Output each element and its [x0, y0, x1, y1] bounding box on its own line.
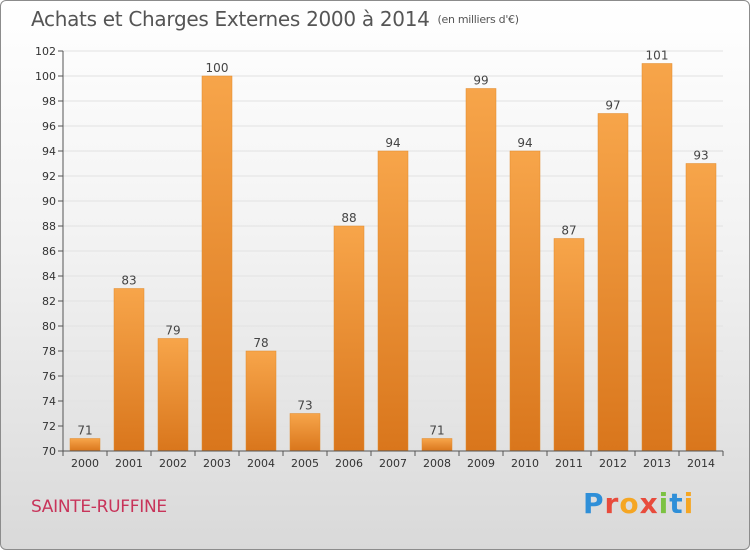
bars: 71 83 79 100 78 73 88 94 71 99 94 87 97 101 93: [69, 49, 717, 452]
y-tick-label: 70: [42, 445, 56, 458]
logo-letter: P: [583, 487, 605, 520]
x-tick-label: 2003: [203, 457, 231, 470]
title-text: Achats et Charges Externes 2000 à 2014: [31, 7, 430, 31]
bar: [245, 350, 277, 452]
y-tick-label: 84: [42, 270, 56, 283]
logo-letter: i: [658, 487, 670, 520]
y-tick-label: 82: [42, 295, 56, 308]
data-label: 71: [429, 424, 444, 438]
axes: 70 72 74 76 78 80 82 84 86 88 90 92 94 96 98 100 102 2000…: [35, 45, 724, 470]
title-unit: (en milliers d'€): [437, 13, 519, 26]
bar: [333, 225, 365, 452]
data-label: 78: [253, 336, 268, 350]
y-tick-label: 78: [42, 345, 56, 358]
chart-title: Achats et Charges Externes 2000 à 2014 (e…: [31, 7, 519, 31]
bar: [465, 88, 497, 452]
logo-letter: t: [669, 487, 684, 520]
y-tick-label: 102: [35, 45, 56, 58]
y-tick-label: 100: [35, 70, 56, 83]
x-tick-label: 2001: [115, 457, 143, 470]
bar: [597, 113, 629, 452]
x-tick-label: 2000: [71, 457, 99, 470]
y-tick-label: 90: [42, 195, 56, 208]
logo-letter: i: [683, 487, 695, 520]
logo-letter: x: [639, 487, 659, 520]
x-tick-label: 2002: [159, 457, 187, 470]
bar: [421, 438, 453, 452]
data-label: 83: [121, 274, 136, 288]
bar: [553, 238, 585, 452]
bar: [685, 163, 717, 452]
data-label: 79: [165, 324, 180, 338]
logo-letter: r: [604, 487, 620, 520]
logo-letter: o: [619, 487, 640, 520]
x-tick-label: 2008: [423, 457, 451, 470]
y-tick-label: 98: [42, 95, 56, 108]
data-label: 100: [206, 61, 229, 75]
bar: [69, 438, 101, 452]
bar: [157, 338, 189, 452]
y-tick-label: 92: [42, 170, 56, 183]
data-label: 71: [77, 424, 92, 438]
x-tick-label: 2005: [291, 457, 319, 470]
y-tick-label: 72: [42, 420, 56, 433]
data-label: 93: [693, 149, 708, 163]
data-label: 73: [297, 399, 312, 413]
x-tick-label: 2012: [599, 457, 627, 470]
bar: [641, 63, 673, 452]
x-tick-label: 2010: [511, 457, 539, 470]
y-tick-label: 88: [42, 220, 56, 233]
bar: [201, 75, 233, 452]
data-label: 94: [517, 136, 532, 150]
x-tick-label: 2004: [247, 457, 275, 470]
commune-name: SAINTE-RUFFINE: [31, 497, 167, 517]
x-tick-label: 2007: [379, 457, 407, 470]
bar: [113, 288, 145, 452]
y-tick-label: 96: [42, 120, 56, 133]
data-label: 87: [561, 224, 576, 238]
y-tick-label: 74: [42, 395, 56, 408]
y-tick-label: 80: [42, 320, 56, 333]
proxiti-logo: Proxiti: [583, 487, 694, 520]
data-label: 94: [385, 136, 400, 150]
x-tick-label: 2009: [467, 457, 495, 470]
data-label: 101: [646, 49, 669, 63]
bar: [377, 150, 409, 452]
data-label: 88: [341, 211, 356, 225]
y-tick-label: 76: [42, 370, 56, 383]
x-tick-label: 2006: [335, 457, 363, 470]
y-tick-label: 94: [42, 145, 56, 158]
x-tick-label: 2011: [555, 457, 583, 470]
bar: [289, 413, 321, 452]
x-tick-label: 2013: [643, 457, 671, 470]
data-label: 97: [605, 99, 620, 113]
y-tick-label: 86: [42, 245, 56, 258]
data-label: 99: [473, 74, 488, 88]
bar: [509, 150, 541, 452]
x-tick-label: 2014: [687, 457, 715, 470]
